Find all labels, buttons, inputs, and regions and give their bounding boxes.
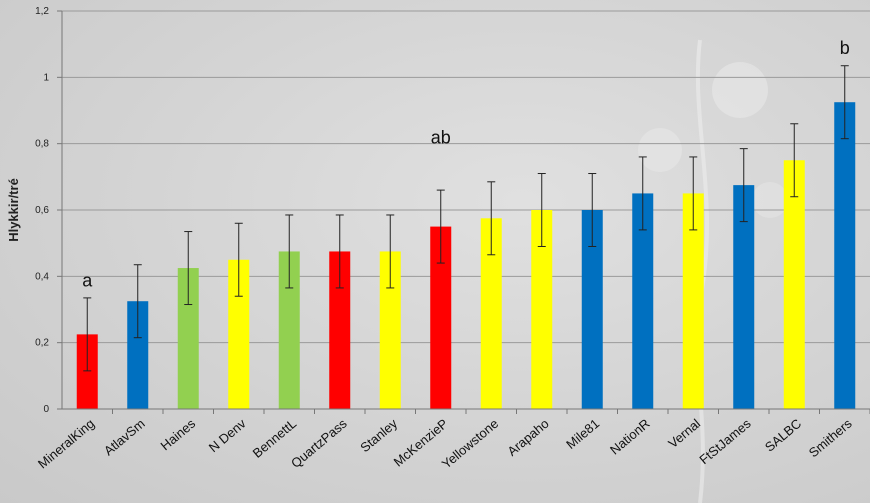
bar	[480, 218, 502, 409]
significance-label: b	[840, 38, 850, 58]
bar	[278, 251, 300, 409]
y-tick-label: 1	[43, 72, 49, 83]
significance-label: a	[82, 270, 93, 290]
category-label: AtlavSm	[101, 416, 148, 459]
category-label: NationR	[607, 416, 653, 458]
category-label: Stanley	[357, 415, 400, 455]
category-label: N Denv	[206, 415, 249, 455]
error-bars	[83, 65, 849, 372]
y-tick-label: 0	[43, 404, 49, 415]
category-label: BennettL	[250, 416, 300, 461]
bar	[682, 193, 704, 409]
bar	[177, 268, 199, 409]
significance-label: ab	[431, 128, 451, 148]
bar	[228, 259, 250, 409]
bar	[581, 210, 603, 409]
bar	[733, 185, 755, 409]
category-label: SALBC	[762, 416, 804, 455]
y-tick-label: 0,8	[35, 139, 49, 150]
bar	[127, 301, 149, 409]
bar	[531, 210, 553, 409]
category-label: Haines	[158, 415, 199, 453]
category-label: Vernal	[665, 416, 703, 451]
bar	[379, 251, 401, 409]
bar	[430, 226, 452, 409]
bar	[632, 193, 654, 409]
y-tick-label: 0,6	[35, 205, 49, 216]
category-label: Arapaho	[504, 416, 551, 459]
category-label: Smithers	[806, 415, 855, 460]
category-label: QuartzPass	[288, 415, 350, 470]
bar	[783, 160, 805, 409]
axes	[61, 11, 870, 414]
bar	[329, 251, 351, 409]
y-axis-label: Hlykkir/tré	[6, 178, 21, 242]
decor-leaf	[638, 128, 682, 172]
y-tick-label: 1,2	[35, 6, 49, 17]
y-tick-label: 0,4	[35, 271, 49, 282]
bar	[834, 102, 856, 409]
y-tick-label: 0,2	[35, 338, 49, 349]
background-decoration	[638, 39, 788, 503]
bar	[76, 334, 98, 409]
bars	[76, 102, 856, 409]
category-label: FtStJames	[696, 415, 754, 467]
category-label: Yellowstone	[439, 416, 501, 472]
decor-leaf	[752, 182, 788, 218]
decor-leaf	[712, 62, 768, 118]
category-label: MineralKing	[35, 416, 97, 472]
category-label: Mile81	[563, 416, 602, 452]
